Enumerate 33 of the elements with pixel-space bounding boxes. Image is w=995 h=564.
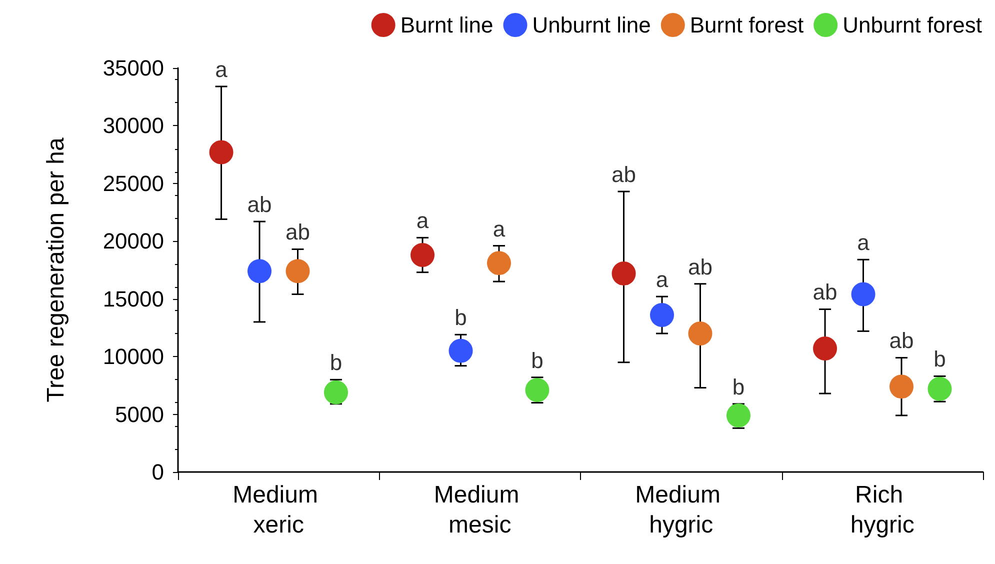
annotation: a <box>416 208 430 234</box>
legend-label: Unburnt line <box>532 12 651 38</box>
y-tick-label: 5000 <box>115 402 164 427</box>
annotation: b <box>934 346 946 372</box>
annotation: a <box>215 56 228 82</box>
y-tick-label: 30000 <box>102 113 164 138</box>
y-tick-label: 35000 <box>102 56 164 80</box>
x-tick-label: Medium mesic <box>434 482 526 538</box>
annotation: ab <box>812 280 838 305</box>
annotation: a <box>656 267 669 292</box>
annotation: ab <box>612 162 636 188</box>
x-tick-label: Rich hygric <box>850 482 914 538</box>
annotation: b <box>454 305 467 330</box>
legend-label: Burnt forest <box>690 12 804 38</box>
annotation: a <box>492 216 506 242</box>
x-tick-label: Medium hygric <box>635 482 728 538</box>
y-tick-label: 15000 <box>102 286 164 312</box>
annotation: b <box>732 374 745 400</box>
y-axis-title: Tree regeneration per ha <box>42 137 70 402</box>
annotation: ab <box>286 220 310 245</box>
y-tick-label: 0 <box>152 460 164 484</box>
x-tick-label: Medium xeric <box>232 482 325 538</box>
y-tick-label: 10000 <box>102 344 164 370</box>
annotation: a <box>857 230 870 256</box>
annotation: b <box>531 348 544 373</box>
annotation: b <box>330 350 342 376</box>
y-tick-label: 25000 <box>102 170 164 196</box>
annotation: ab <box>889 328 914 354</box>
legend-label: Burnt line <box>400 12 494 38</box>
annotation: ab <box>688 254 712 280</box>
annotation: ab <box>247 192 272 218</box>
y-tick-label: 20000 <box>102 228 164 254</box>
legend-label: Unburnt forest <box>842 12 982 38</box>
